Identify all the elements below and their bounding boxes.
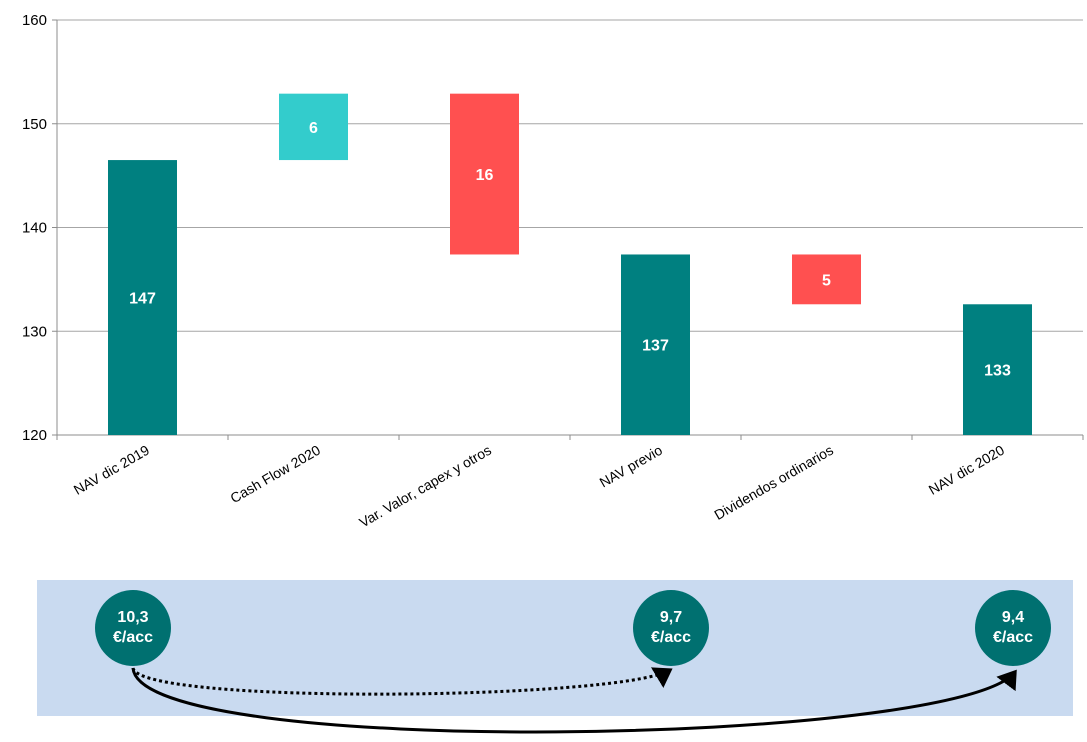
bar-value-label: 5 [822, 272, 831, 289]
y-tick-label: 150 [22, 116, 47, 133]
y-tick-label: 160 [22, 12, 47, 29]
y-axis-ticks: 120 130 140 150 160 [22, 12, 57, 444]
bar-value-label: 137 [642, 338, 669, 355]
y-tick-label: 140 [22, 220, 47, 237]
nav-per-share-2020-value: 9,4 [1001, 609, 1025, 626]
x-axis-ticks [56, 435, 1084, 440]
bar-value-label: 147 [129, 291, 156, 308]
bar-3 [450, 93, 519, 255]
bar-2 [279, 93, 348, 161]
nav-per-share-2019-unit: €/acc [112, 629, 154, 646]
bar-value-label: 16 [476, 167, 494, 184]
nav-per-share-2020-circle: 9,4 €/acc [975, 590, 1051, 666]
bar-1 [108, 160, 177, 435]
nav-per-share-2019-value: 10,3 [117, 609, 149, 626]
y-tick-label: 130 [22, 323, 47, 340]
solid-arrow [131, 667, 1017, 734]
bar-4 [621, 254, 690, 435]
y-tick-label: 120 [22, 427, 47, 444]
nav-per-share-previo-value: 9,7 [659, 609, 683, 626]
bar-5 [792, 254, 861, 305]
nav-per-share-previo-circle: 9,7 €/acc [633, 590, 709, 666]
nav-per-share-2020-unit: €/acc [992, 629, 1034, 646]
dotted-arrow [131, 667, 673, 696]
bar-6 [963, 304, 1032, 435]
nav-per-share-2019-circle: 10,3 €/acc [95, 590, 171, 666]
bar-value-label: 133 [984, 363, 1011, 380]
nav-per-share-previo-unit: €/acc [650, 629, 692, 646]
per-share-panel [37, 580, 1073, 716]
bar-value-label: 6 [309, 120, 318, 137]
bars: 147 6 16 137 5 133 [108, 93, 1032, 435]
